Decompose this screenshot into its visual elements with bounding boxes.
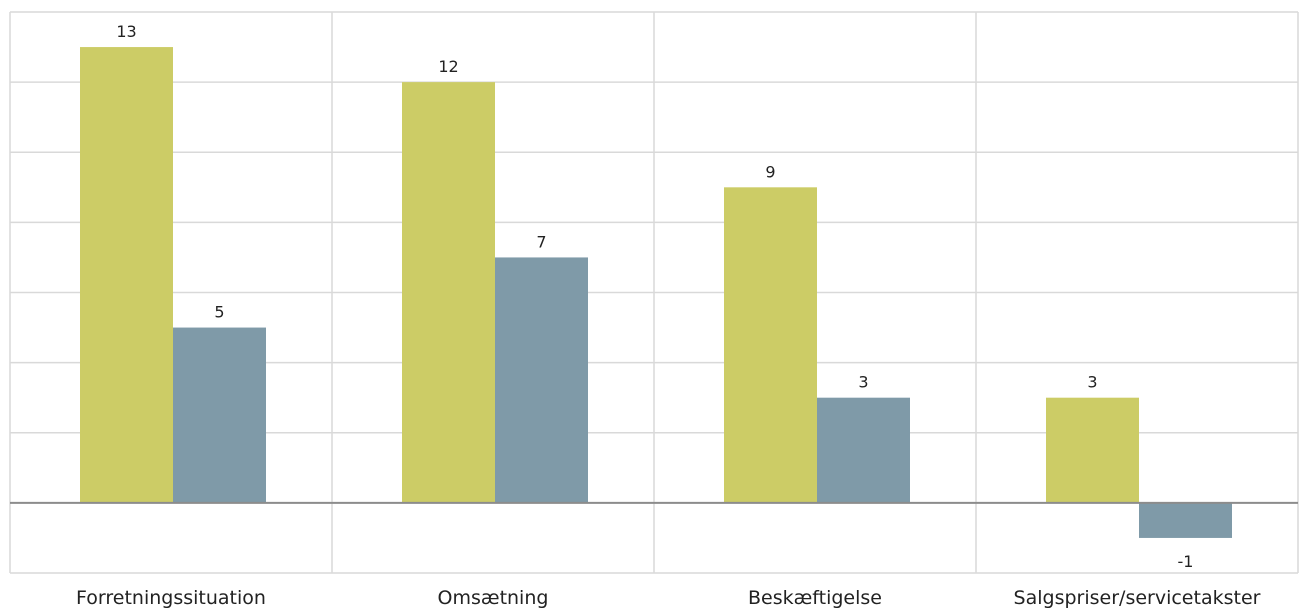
category-tick-label: Forretningssituation (76, 587, 266, 609)
bar-1-4 (1046, 397, 1139, 503)
bar-2-1 (173, 327, 266, 503)
data-label: 9 (765, 162, 775, 181)
category-tick-label: Omsætning (438, 587, 549, 609)
category-tick-label: Beskæftigelse (748, 587, 882, 609)
category-tick-labels: Forretningssituation Omsætning Beskæftigel… (76, 587, 1261, 609)
data-label: 5 (214, 303, 224, 322)
bar-2-4 (1139, 502, 1232, 538)
bar-1-3 (724, 187, 817, 503)
data-label: -1 (1178, 552, 1194, 571)
bar-2-3 (817, 397, 910, 503)
data-label: 13 (116, 22, 136, 41)
data-label: 3 (1087, 373, 1097, 392)
bars (80, 47, 1232, 538)
data-label: 12 (438, 57, 458, 76)
data-label: 7 (536, 232, 546, 251)
data-label: 3 (858, 373, 868, 392)
data-labels: 13 5 12 7 9 3 3 -1 (116, 22, 1193, 571)
bar-1-1 (80, 47, 173, 503)
bar-1-2 (402, 82, 495, 503)
category-tick-label: Salgspriser/servicetakster (1014, 587, 1261, 609)
bar-2-2 (495, 257, 588, 503)
